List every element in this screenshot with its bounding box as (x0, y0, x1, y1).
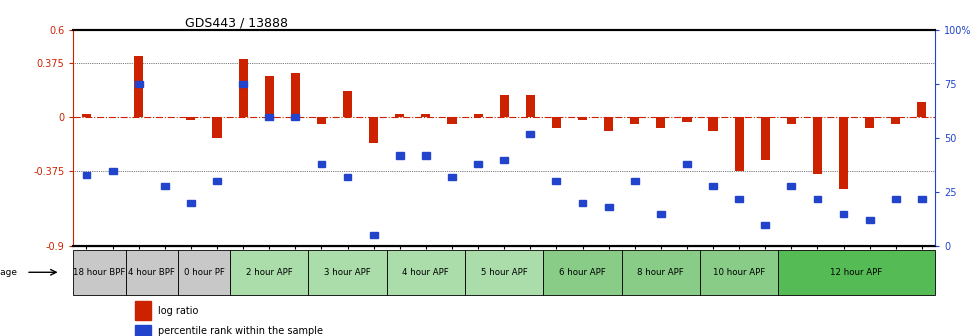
Bar (447, 117, 456, 124)
Text: 12 hour APF: 12 hour APF (829, 268, 882, 277)
Bar (699, 250, 778, 295)
Bar (865, 217, 872, 223)
Bar (160, 183, 168, 189)
Bar (370, 233, 378, 239)
Bar (386, 250, 465, 295)
Text: 10 hour APF: 10 hour APF (712, 268, 765, 277)
Bar (499, 95, 509, 117)
Bar (621, 250, 699, 295)
Bar (786, 117, 795, 124)
Bar (682, 117, 690, 122)
Bar (543, 250, 621, 295)
Bar (395, 153, 403, 159)
Text: 4 hour APF: 4 hour APF (402, 268, 449, 277)
Bar (109, 168, 116, 174)
Text: 0 hour PF: 0 hour PF (183, 268, 224, 277)
Bar (552, 117, 560, 128)
Bar (265, 114, 273, 120)
Bar (186, 117, 196, 120)
Bar (317, 117, 326, 124)
Bar (422, 153, 429, 159)
Text: 4 hour BPF: 4 hour BPF (128, 268, 175, 277)
Bar (395, 114, 404, 117)
Bar (708, 117, 717, 131)
Bar (890, 117, 900, 124)
Bar (761, 222, 769, 228)
Text: 2 hour APF: 2 hour APF (245, 268, 292, 277)
Bar (526, 131, 534, 137)
Bar (317, 161, 325, 167)
Bar (465, 250, 543, 295)
Text: 6 hour APF: 6 hour APF (558, 268, 605, 277)
Bar (916, 102, 925, 117)
Bar (125, 250, 178, 295)
Bar (891, 196, 899, 202)
Bar (577, 117, 587, 120)
Bar (448, 174, 456, 180)
Text: 5 hour APF: 5 hour APF (480, 268, 527, 277)
Bar (134, 56, 143, 117)
Bar (239, 59, 247, 117)
Bar (778, 250, 934, 295)
Bar (82, 172, 90, 178)
Bar (264, 76, 274, 117)
Bar (760, 117, 769, 160)
Bar (655, 117, 665, 128)
Bar (812, 117, 822, 174)
Text: 8 hour APF: 8 hour APF (637, 268, 684, 277)
Text: 3 hour APF: 3 hour APF (324, 268, 371, 277)
Bar (239, 81, 246, 87)
Bar (135, 301, 151, 320)
Bar (73, 250, 125, 295)
Text: log ratio: log ratio (157, 306, 198, 316)
Bar (342, 91, 352, 117)
Bar (308, 250, 386, 295)
Text: GDS443 / 13888: GDS443 / 13888 (185, 16, 289, 29)
Bar (178, 250, 230, 295)
Bar (683, 161, 690, 167)
Bar (525, 95, 534, 117)
Bar (604, 204, 612, 210)
Text: 18 hour BPF: 18 hour BPF (73, 268, 125, 277)
Bar (630, 117, 639, 124)
Bar (838, 117, 847, 188)
Bar (290, 74, 299, 117)
Bar (734, 196, 742, 202)
Bar (839, 211, 847, 217)
Bar (212, 117, 221, 138)
Bar (473, 161, 481, 167)
Bar (230, 250, 308, 295)
Bar (369, 117, 378, 142)
Bar (82, 114, 91, 117)
Bar (630, 178, 638, 184)
Text: percentile rank within the sample: percentile rank within the sample (157, 326, 323, 336)
Bar (421, 114, 430, 117)
Text: development stage: development stage (0, 268, 18, 277)
Bar (865, 117, 873, 128)
Bar (213, 178, 221, 184)
Bar (578, 200, 586, 206)
Bar (917, 196, 925, 202)
Bar (813, 196, 821, 202)
Bar (786, 183, 794, 189)
Bar (656, 211, 664, 217)
Bar (603, 117, 612, 131)
Bar (473, 114, 482, 117)
Bar (135, 81, 143, 87)
Bar (708, 183, 716, 189)
Bar (135, 325, 151, 336)
Bar (552, 178, 559, 184)
Bar (291, 114, 299, 120)
Bar (343, 174, 351, 180)
Bar (734, 117, 743, 171)
Bar (187, 200, 195, 206)
Bar (500, 157, 508, 163)
